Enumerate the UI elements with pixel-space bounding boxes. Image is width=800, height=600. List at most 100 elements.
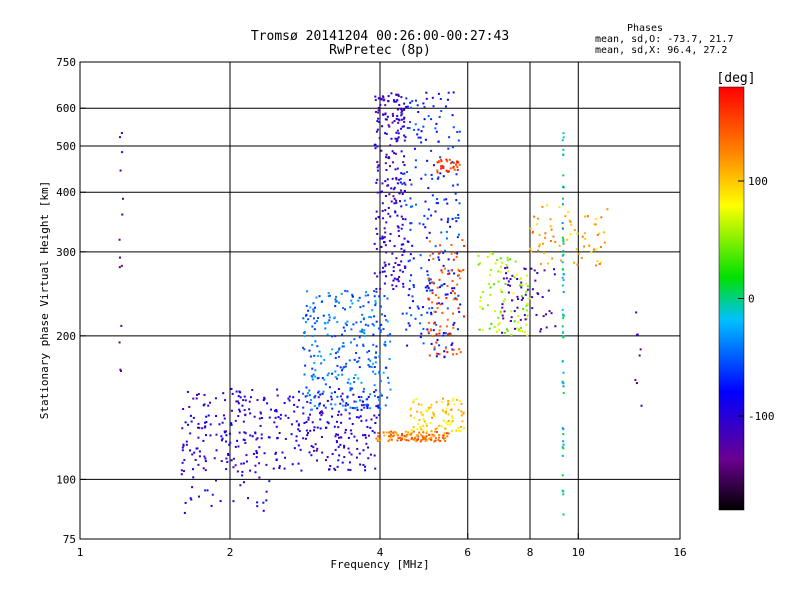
data-point [262,501,265,504]
data-point [379,438,382,441]
data-point [339,402,342,405]
data-point [437,176,440,179]
x-tick-label: 4 [377,546,384,559]
data-point [497,323,500,326]
data-point [502,300,505,303]
data-point [520,286,523,289]
data-point [297,424,300,427]
data-point [249,469,252,472]
data-point [577,252,580,255]
data-point [259,411,262,414]
data-point [442,397,445,400]
data-point [351,387,354,390]
data-point [408,127,411,130]
data-point [444,332,447,335]
data-point [203,426,206,429]
data-point [443,198,446,201]
data-point [296,405,299,408]
data-point [275,458,278,461]
data-point [396,225,399,228]
data-point [435,431,438,434]
data-point [421,306,424,309]
data-point [341,373,344,376]
data-point [378,405,381,408]
data-point [309,315,312,318]
data-point [397,95,400,98]
data-point [396,99,399,102]
data-point [436,338,439,341]
data-point [347,378,350,381]
data-point [576,263,579,266]
data-point [260,433,263,436]
data-point [455,162,458,165]
data-point [377,396,380,399]
data-point [497,280,500,283]
data-point [394,168,397,171]
data-point [373,315,376,318]
data-point [385,153,388,156]
data-point [458,274,461,277]
data-point [441,311,444,314]
data-point [189,432,192,435]
data-point [420,403,423,406]
data-point [312,446,315,449]
data-point [423,214,426,217]
data-point [392,161,395,164]
data-point [412,284,415,287]
data-point [281,451,284,454]
data-point [512,299,515,302]
data-point [291,463,294,466]
data-point [531,288,534,291]
data-point [381,95,384,98]
data-point [524,293,527,296]
data-point [435,323,438,326]
data-point [417,128,420,131]
data-point [321,377,324,380]
data-point [367,434,370,437]
data-point [275,409,278,412]
data-point [283,402,286,405]
data-point [353,381,356,384]
data-point [370,316,373,319]
data-point [402,285,405,288]
data-point [425,424,428,427]
data-point [438,329,441,332]
data-point [318,295,321,298]
data-point [380,245,383,248]
data-point [262,509,265,512]
data-point [324,459,327,462]
data-point [373,366,376,369]
data-point [478,328,481,331]
data-point [367,404,370,407]
data-point [321,392,324,395]
data-point [349,306,352,309]
data-point [336,350,339,353]
data-point [390,438,393,441]
data-point [425,439,428,442]
data-point [334,356,337,359]
data-point [463,244,466,247]
data-point [417,307,420,310]
data-point [338,301,341,304]
data-point [422,414,425,417]
data-point [525,309,528,312]
data-point [379,329,382,332]
data-point [447,217,450,220]
data-point [510,333,513,336]
y-tick-label: 300 [56,246,76,259]
data-point [276,394,279,397]
data-point [379,97,382,100]
data-point [477,263,480,266]
data-point [295,435,298,438]
data-point [523,331,526,334]
data-point [507,270,510,273]
data-point [362,344,365,347]
data-point [214,415,217,418]
data-point [491,252,494,255]
data-point [418,222,421,225]
data-point [562,513,565,516]
data-point [544,313,547,316]
data-point [507,291,510,294]
data-point [227,454,230,457]
